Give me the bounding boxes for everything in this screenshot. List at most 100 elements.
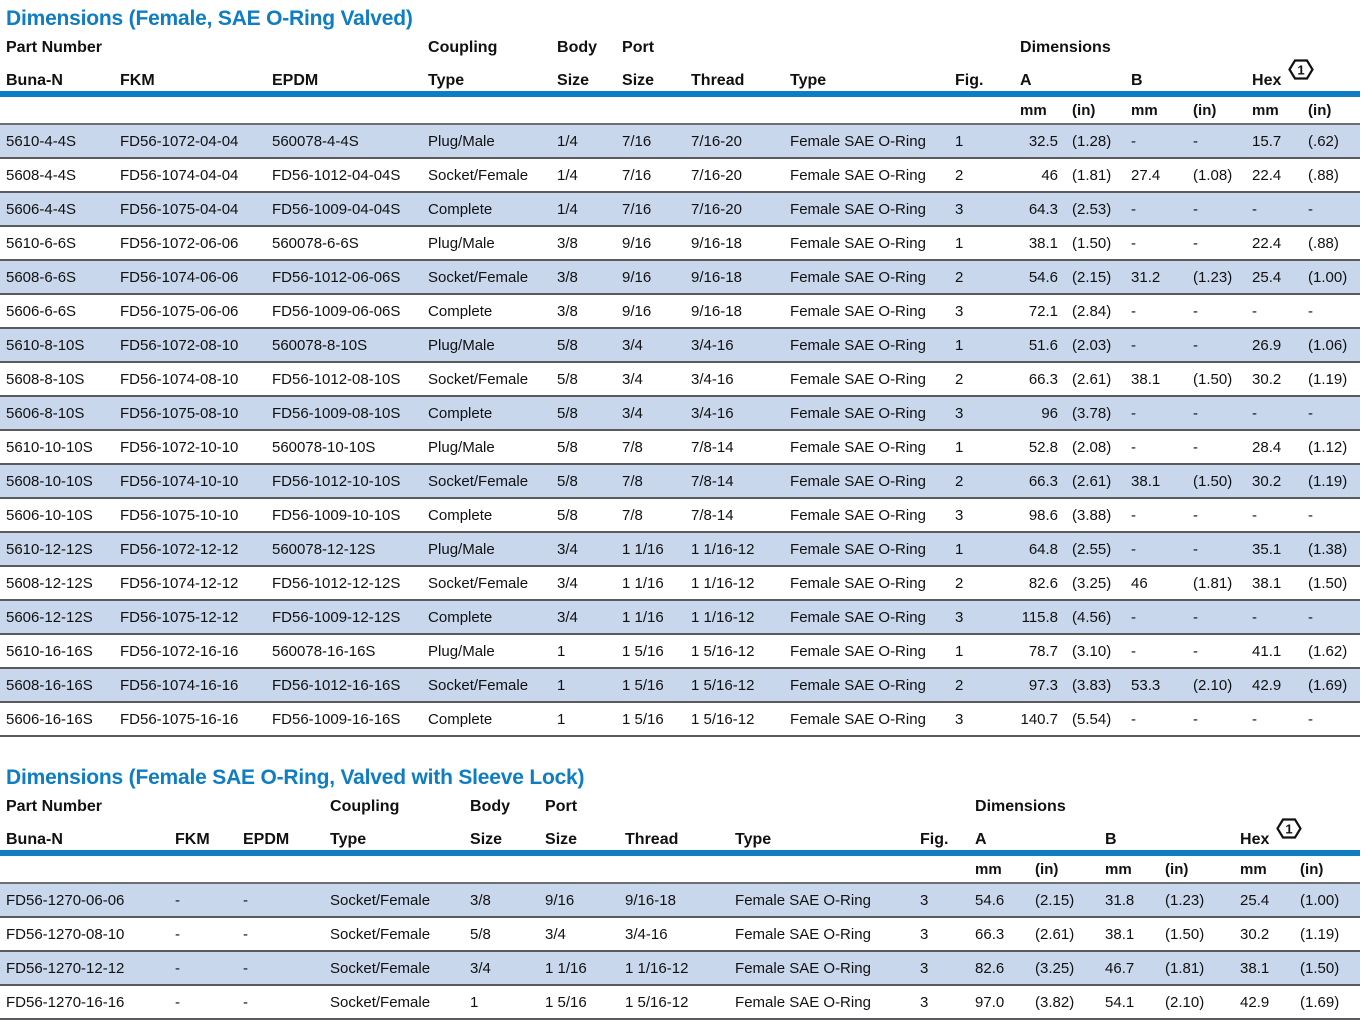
cell-port-size: 3/4	[545, 925, 566, 943]
col-header-hex: Hex 1	[1252, 58, 1361, 97]
table-row: 5606-10-10S FD56-1075-10-10 FD56-1009-10-1…	[0, 498, 1361, 532]
cell-buna-n: 5606-16-16S	[6, 710, 93, 728]
cell-thread: 7/16-20	[691, 132, 742, 150]
cell-fkm: -	[175, 925, 180, 943]
cell-buna-n: 5608-12-12S	[6, 574, 93, 592]
cell-buna-n: 5608-6-6S	[6, 268, 77, 286]
cell-type: Female SAE O-Ring	[790, 472, 926, 490]
cell-coupling-type: Plug/Male	[428, 132, 495, 150]
cell-port-size: 1 5/16	[545, 993, 587, 1011]
col-header-body-size: Size	[557, 58, 623, 97]
table-row: 5610-10-10S FD56-1072-10-10 560078-10-10S P…	[0, 430, 1361, 464]
cell-body-size: 3/8	[557, 302, 578, 320]
cell-thread: 1 1/16-12	[625, 959, 689, 977]
cell-epdm: 560078-6-6S	[272, 234, 359, 252]
cell-buna-n: 5610-16-16S	[6, 642, 93, 660]
cell-epdm: FD56-1012-12-12S	[272, 574, 401, 592]
cell-thread: 1 5/16-12	[625, 993, 689, 1011]
cell-epdm: 560078-10-10S	[272, 438, 376, 456]
cell-epdm: 560078-16-16S	[272, 642, 376, 660]
cell-b-mm: 38.1	[1131, 472, 1161, 490]
cell-hex-in: (1.62)	[1308, 642, 1348, 660]
cell-hex-mm: -	[1252, 710, 1258, 728]
cell-a-in: (2.15)	[1035, 891, 1075, 909]
cell-thread: 7/8-14	[691, 472, 734, 490]
cell-b-mm: -	[1131, 710, 1137, 728]
cell-b-in: -	[1193, 710, 1199, 728]
col-header-type: Type	[790, 58, 956, 97]
cell-a-mm: 66.3	[975, 925, 1005, 943]
cell-hex-mm: 25.4	[1252, 268, 1282, 286]
cell-coupling-type: Socket/Female	[428, 574, 529, 592]
cell-buna-n: 5606-6-6S	[6, 302, 77, 320]
cell-type: Female SAE O-Ring	[735, 993, 871, 1011]
cell-a-in: (2.08)	[1072, 438, 1112, 456]
cell-thread: 9/16-18	[625, 891, 676, 909]
cell-body-size: 1	[557, 710, 566, 728]
cell-coupling-type: Complete	[428, 506, 493, 524]
hex-nut-note-icon: 1	[1288, 59, 1315, 80]
cell-buna-n: 5610-10-10S	[6, 438, 93, 456]
cell-a-in: (2.53)	[1072, 200, 1112, 218]
cell-fkm: FD56-1074-08-10	[120, 370, 239, 388]
cell-port-size: 7/8	[622, 472, 643, 490]
cell-coupling-type: Plug/Male	[428, 336, 495, 354]
unit-a-mm: mm	[1020, 94, 1073, 125]
cell-epdm: FD56-1009-08-10S	[272, 404, 401, 422]
cell-buna-n: 5608-10-10S	[6, 472, 93, 490]
cell-fkm: FD56-1075-04-04	[120, 200, 239, 218]
cell-a-mm: 82.6	[1028, 574, 1059, 592]
col-header-fig: Fig.	[920, 817, 976, 856]
cell-port-size: 7/16	[622, 132, 652, 150]
cell-body-size: 5/8	[557, 370, 578, 388]
cell-b-mm: 46.7	[1105, 959, 1135, 977]
cell-a-in: (3.88)	[1072, 506, 1112, 524]
table-body-valved: 5610-4-4S FD56-1072-04-04 560078-4-4S Plug/…	[0, 124, 1361, 736]
cell-fig: 1	[955, 234, 964, 252]
header-row-columns: Buna-N FKM EPDM Type Size Size Thread Ty…	[0, 817, 1361, 856]
table-row: 5610-4-4S FD56-1072-04-04 560078-4-4S Plug/…	[0, 124, 1361, 158]
cell-coupling-type: Socket/Female	[428, 370, 529, 388]
cell-body-size: 5/8	[557, 336, 578, 354]
cell-fkm: FD56-1072-10-10	[120, 438, 239, 456]
cell-type: Female SAE O-Ring	[790, 200, 926, 218]
cell-fkm: -	[175, 993, 180, 1011]
col-header-dim-b: B	[1105, 817, 1241, 856]
cell-b-mm: 27.4	[1131, 166, 1161, 184]
unit-b-mm: mm	[1105, 853, 1166, 884]
cell-a-mm: 64.3	[1028, 200, 1059, 218]
cell-b-in: -	[1193, 642, 1199, 660]
cell-hex-mm: 30.2	[1240, 925, 1270, 943]
col-header-coupling-type: Type	[428, 58, 558, 97]
cell-thread: 3/4-16	[691, 370, 734, 388]
cell-hex-in: (1.38)	[1308, 540, 1348, 558]
cell-buna-n: 5610-6-6S	[6, 234, 77, 252]
cell-body-size: 3/8	[470, 891, 491, 909]
cell-port-size: 1 1/16	[622, 540, 664, 558]
unit-b-in: (in)	[1165, 853, 1241, 884]
cell-port-size: 7/8	[622, 438, 643, 456]
cell-fig: 3	[955, 302, 964, 320]
cell-coupling-type: Socket/Female	[330, 959, 431, 977]
cell-port-size: 1 5/16	[622, 676, 664, 694]
cell-body-size: 5/8	[557, 438, 578, 456]
cell-a-in: (3.25)	[1035, 959, 1075, 977]
cell-thread: 9/16-18	[691, 302, 742, 320]
cell-coupling-type: Plug/Male	[428, 540, 495, 558]
cell-hex-in: (.88)	[1308, 166, 1339, 184]
cell-type: Female SAE O-Ring	[790, 540, 926, 558]
col-header-body-size: Size	[470, 817, 546, 856]
cell-thread: 3/4-16	[691, 336, 734, 354]
section-sleeve-lock: Dimensions (Female SAE O-Ring, Valved wi…	[0, 759, 1366, 1020]
port-group-header: Port	[622, 39, 655, 56]
cell-buna-n: 5606-4-4S	[6, 200, 77, 218]
cell-a-in: (2.61)	[1035, 925, 1075, 943]
cell-coupling-type: Plug/Male	[428, 642, 495, 660]
cell-fig: 3	[955, 710, 964, 728]
cell-a-in: (3.82)	[1035, 993, 1075, 1011]
col-header-buna-n: Buna-N	[0, 58, 120, 97]
cell-body-size: 1/4	[557, 200, 578, 218]
cell-fkm: FD56-1072-08-10	[120, 336, 239, 354]
col-header-thread: Thread	[625, 817, 736, 856]
